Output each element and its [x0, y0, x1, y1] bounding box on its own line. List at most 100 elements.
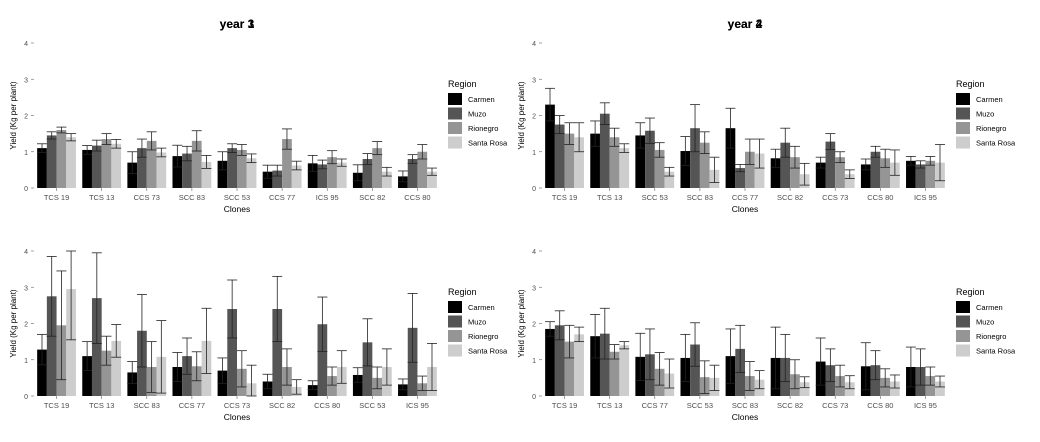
- bar: [246, 158, 257, 188]
- legend-swatch: [956, 136, 970, 149]
- x-tick-label: SCC 83: [179, 193, 205, 202]
- bar: [217, 160, 228, 188]
- y-tick-label: 2: [532, 322, 536, 329]
- bar: [91, 145, 102, 188]
- bar: [619, 345, 630, 396]
- y-tick-label: 2: [532, 114, 536, 121]
- bar: [317, 324, 328, 396]
- bar: [172, 156, 183, 188]
- bar: [690, 128, 700, 188]
- bar: [619, 148, 630, 188]
- legend-label: Carmen: [976, 303, 1003, 312]
- legend-swatch: [956, 315, 970, 328]
- y-tick-label: 4: [24, 249, 28, 256]
- x-tick-label: ICS 95: [914, 401, 937, 410]
- bar: [545, 104, 555, 188]
- x-tick-label: SCC 53: [642, 193, 668, 202]
- legend-title: Region: [956, 79, 985, 89]
- legend: Region Carmen Muzo Rionegro Santa Rosa: [448, 287, 508, 357]
- chart-panel-2: year 2 0 1 2 3 4 Yield (Kg per plant) TCS 19 TCS…: [517, 17, 1016, 214]
- bar: [272, 170, 283, 188]
- bar: [925, 160, 936, 188]
- bar: [554, 124, 565, 188]
- legend-label: Santa Rosa: [468, 139, 508, 148]
- bar: [182, 153, 192, 188]
- legend-swatch: [956, 301, 970, 313]
- bar: [554, 325, 565, 396]
- legend-title: Region: [956, 287, 985, 297]
- bar: [156, 152, 167, 188]
- y-tick-label: 4: [24, 41, 28, 48]
- panel-title: year 2: [728, 17, 763, 31]
- bar: [327, 157, 337, 188]
- x-axis-label: Clones: [732, 204, 758, 214]
- legend-label: Carmen: [468, 303, 495, 312]
- bar: [427, 171, 437, 188]
- y-tick-label: 0: [532, 394, 536, 401]
- bar: [770, 158, 781, 188]
- bar: [317, 164, 328, 188]
- bar: [574, 334, 584, 396]
- bar: [574, 137, 584, 188]
- bar: [870, 151, 881, 188]
- bar: [111, 340, 122, 396]
- bar: [262, 171, 273, 188]
- bar: [599, 113, 610, 188]
- y-axis-label: Yield (Kg per plant): [9, 81, 18, 150]
- bar: [291, 165, 302, 188]
- bar: [870, 365, 881, 396]
- legend-label: Rionegro: [468, 124, 498, 133]
- x-tick-label: TCS 13: [597, 401, 622, 410]
- bar: [699, 142, 710, 188]
- x-tick-label: CCS 77: [179, 401, 205, 410]
- bar: [191, 140, 202, 188]
- y-tick-label: 3: [24, 285, 28, 292]
- legend-label: Carmen: [976, 95, 1003, 104]
- x-tick-label: CCS 80: [404, 193, 430, 202]
- y-tick-label: 3: [24, 77, 28, 84]
- bar: [82, 356, 92, 396]
- x-tick-label: TCS 13: [89, 193, 114, 202]
- legend-swatch: [448, 301, 462, 313]
- legend-swatch: [448, 107, 462, 120]
- x-axis-label: Clones: [224, 412, 250, 422]
- legend-label: Rionegro: [976, 332, 1006, 341]
- bar: [915, 164, 926, 188]
- bar: [137, 148, 147, 188]
- legend: Region Carmen Muzo Rionegro Santa Rosa: [448, 79, 508, 149]
- legend-label: Muzo: [976, 110, 994, 119]
- bar: [860, 164, 871, 188]
- bar: [336, 162, 347, 188]
- bar: [417, 151, 428, 188]
- bar: [237, 149, 247, 188]
- bar: [146, 140, 157, 188]
- bar: [664, 171, 675, 188]
- x-tick-label: CCS 77: [732, 193, 758, 202]
- y-tick-label: 3: [532, 77, 536, 84]
- bar: [880, 158, 891, 188]
- bar: [564, 341, 575, 396]
- y-tick-label: 2: [24, 322, 28, 329]
- x-tick-label: TCS 13: [597, 193, 622, 202]
- bar: [780, 142, 791, 188]
- bar: [37, 349, 47, 396]
- legend-swatch: [956, 330, 970, 342]
- chart-panel-1: year 1 0 1 2 3 4 Yield (Kg per plant) TCS 19 TCS…: [9, 17, 508, 214]
- legend-label: Rionegro: [468, 332, 498, 341]
- x-tick-label: SCC 82: [777, 193, 803, 202]
- bar: [590, 133, 600, 188]
- x-tick-label: SCC 82: [269, 401, 295, 410]
- bar: [182, 356, 192, 396]
- bar: [101, 139, 112, 188]
- y-axis-label: Yield (Kg per plant): [517, 289, 526, 358]
- x-tick-label: CCS 73: [224, 401, 250, 410]
- bar: [382, 171, 392, 188]
- bar: [790, 157, 800, 188]
- bar: [906, 160, 916, 188]
- bar: [925, 376, 936, 396]
- bar: [735, 168, 745, 188]
- legend-label: Muzo: [468, 110, 486, 119]
- x-tick-label: CCS 77: [269, 193, 295, 202]
- legend-swatch: [448, 136, 462, 149]
- x-tick-label: TCS 19: [552, 401, 577, 410]
